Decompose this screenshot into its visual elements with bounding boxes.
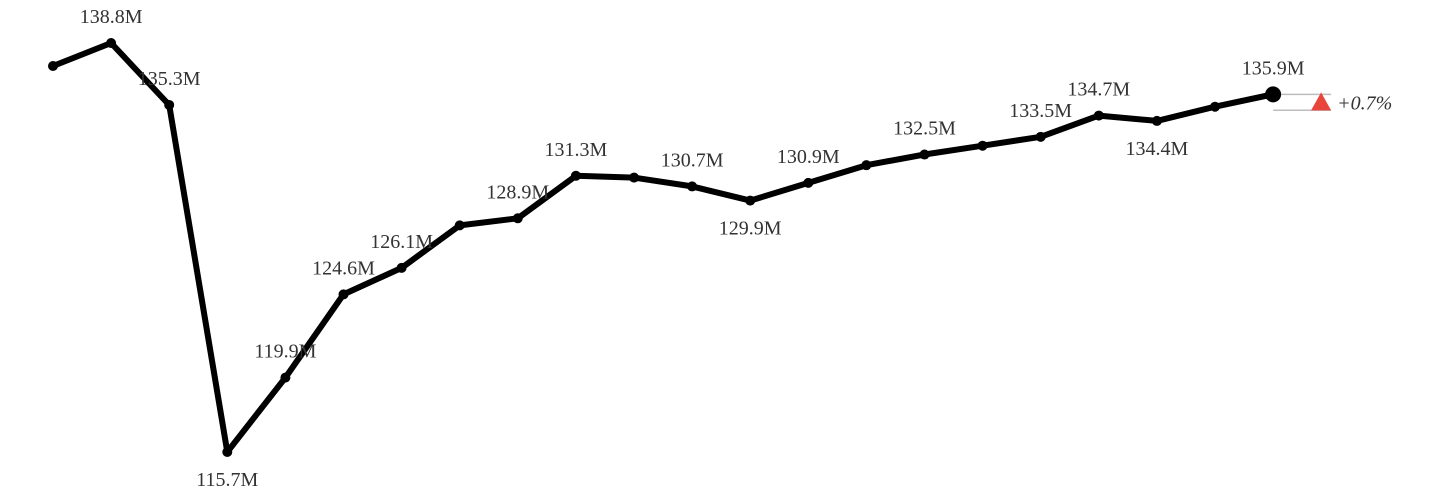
data-label: 134.7M [1067, 79, 1130, 101]
data-point [919, 149, 930, 160]
data-point [454, 220, 465, 231]
triangle-up-icon [1311, 92, 1332, 111]
data-point [280, 372, 291, 383]
data-label: 126.1M [370, 231, 433, 253]
series-line [50, 40, 1277, 455]
data-label: 135.3M [138, 68, 201, 90]
last-data-point [1265, 86, 1282, 103]
data-label: 129.9M [719, 218, 782, 240]
data-point [338, 289, 349, 300]
data-point [222, 447, 233, 457]
delta-indicator: +0.7% [1311, 92, 1392, 114]
data-point [977, 140, 988, 151]
data-point [687, 181, 698, 192]
data-point [745, 195, 756, 206]
data-point [861, 160, 872, 171]
data-point [106, 38, 117, 48]
data-label: 124.6M [312, 257, 375, 279]
data-labels: 138.8M 135.3M 115.7M 119.9M 124.6M 126.1M 128.… [80, 6, 1305, 491]
data-point [1151, 115, 1162, 126]
data-point [1093, 110, 1104, 121]
data-points [48, 38, 1282, 457]
data-label: 119.9M [254, 341, 316, 363]
data-point [164, 99, 175, 110]
data-point [629, 172, 639, 183]
data-label: 134.4M [1126, 138, 1189, 160]
data-label: 130.9M [777, 146, 840, 168]
data-label: 132.5M [893, 118, 956, 140]
data-label: 131.3M [545, 139, 608, 161]
data-label: 128.9M [486, 181, 549, 203]
data-label: 133.5M [1009, 100, 1072, 122]
data-label: 115.7M [196, 469, 258, 491]
data-point [512, 213, 523, 224]
data-point [1035, 131, 1046, 142]
delta-percent-label: +0.7% [1337, 92, 1392, 114]
data-point [48, 61, 58, 72]
data-label: 130.7M [661, 149, 724, 171]
data-point [396, 262, 407, 273]
data-label: 138.8M [80, 6, 143, 28]
data-label: 135.9M [1242, 57, 1305, 79]
data-point [803, 177, 814, 188]
data-point [570, 170, 581, 181]
data-point [1210, 101, 1220, 112]
